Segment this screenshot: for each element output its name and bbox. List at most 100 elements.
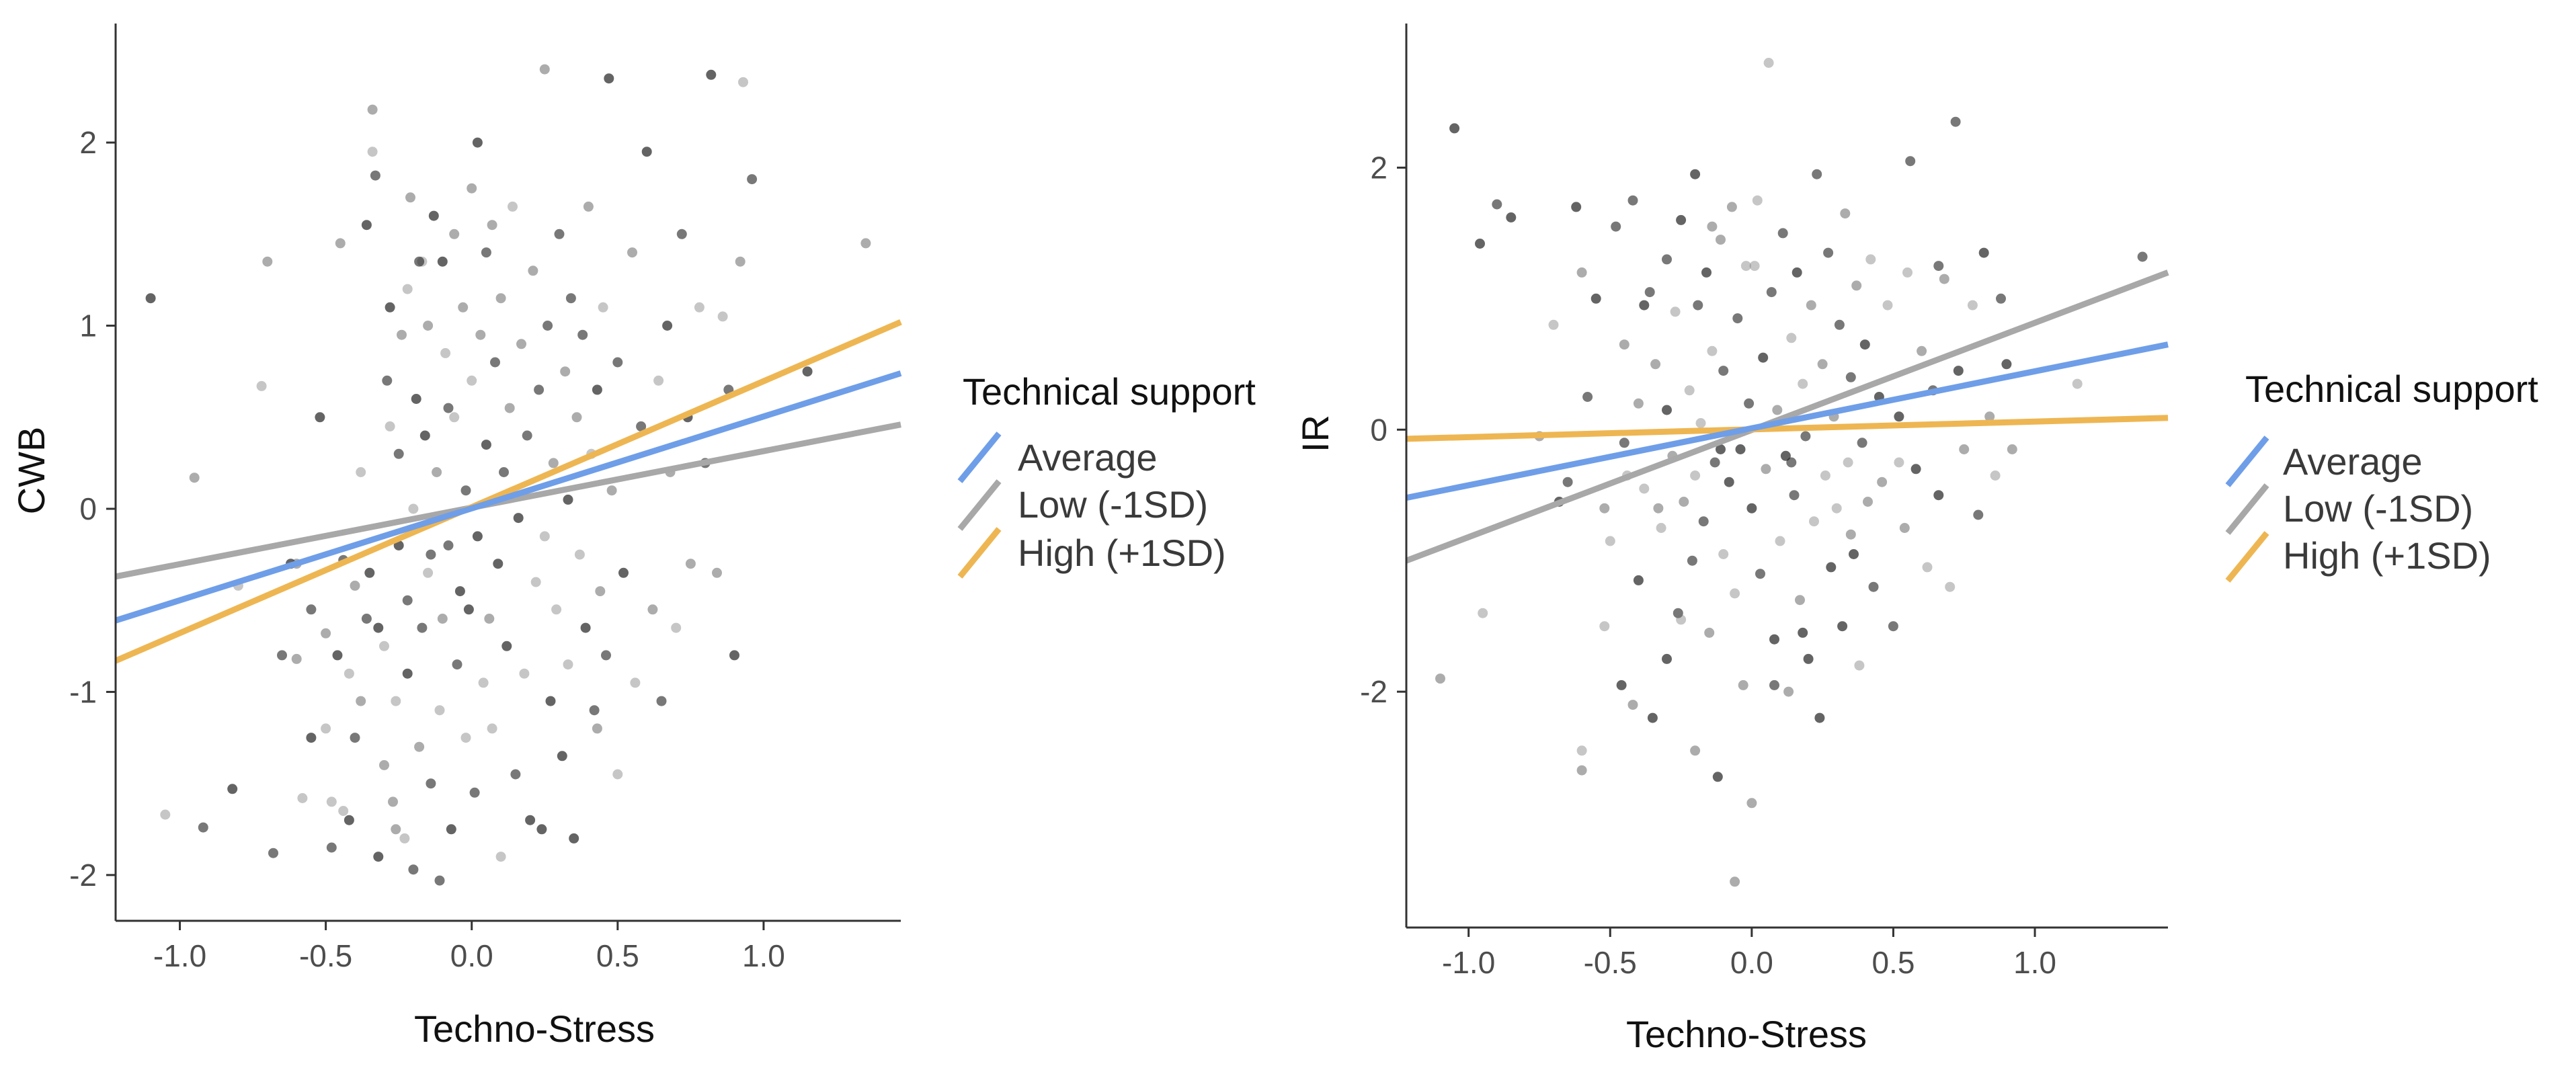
ir-data-point [1562,477,1573,487]
cwb-data-point [554,229,565,239]
cwb-data-point [467,183,477,194]
cwb-data-point [525,815,536,825]
ir-data-point [1834,319,1845,330]
ir-data-point [1798,378,1808,389]
ir-data-point [1775,536,1785,546]
ir-data-point [1746,798,1757,809]
ir-data-point [1752,195,1763,206]
cwb-data-point [411,394,421,404]
ir-data-point [1506,212,1517,222]
ir-data-point [1639,300,1650,311]
cwb-legend-label-high: High (+1SD) [1018,532,1226,574]
cwb-data-point [729,650,739,661]
cwb-data-point [160,809,171,820]
cwb-data-point [501,641,512,651]
ir-data-point [1627,195,1638,206]
ir-data-point [1990,470,2001,481]
cwb-data-point [571,412,582,423]
ir-data-point [1662,405,1672,415]
ir-data-point [1933,261,1944,272]
cwb-data-point [402,595,413,606]
cwb-data-point [712,567,722,578]
cwb-data-point [434,875,445,886]
ir-data-point [1877,477,1888,487]
ir-data-point [1792,267,1802,278]
cwb-data-point [522,430,532,441]
ir-data-point [1627,700,1638,710]
ir-data-point [1679,497,1689,507]
ir-data-point [2137,251,2148,262]
ir-data-point [1704,627,1715,638]
cwb-y-tick-label: -1 [69,674,97,709]
legend-key-average [957,432,1002,483]
cwb-data-point [350,580,360,591]
ir-data-point [1894,457,1904,468]
ir-data-point [1933,490,1944,501]
ir-panel: -1.0 -0.5 0.0 0.5 1.0 -2 0 2 Techno-Stress IR T… [1294,24,2538,1055]
cwb-data-point [563,494,573,505]
cwb-data-point [528,265,538,276]
cwb-data-point [467,375,477,386]
ir-data-point [1619,339,1629,350]
cwb-data-point [335,238,346,249]
cwb-data-point [612,357,623,368]
ir-data-point [1709,457,1720,468]
cwb-data-point [405,192,415,203]
cwb-data-point [460,485,471,496]
cwb-data-point [408,864,419,875]
ir-data-point [1749,261,1760,272]
ir-data-point [1435,673,1445,684]
cwb-data-point [268,848,278,858]
ir-data-point [1959,444,1970,454]
ir-x-tick-label: 0.5 [1871,945,1915,980]
ir-data-point [1616,680,1627,690]
ir-x-tick-label: 1.0 [2013,945,2056,980]
ir-data-point [1746,503,1757,514]
ir-data-point [1693,300,1703,311]
cwb-data-point [426,549,436,560]
cwb-x-tick-label: 0.0 [450,938,493,973]
ir-data-point [1690,470,1701,481]
ir-data-point [1894,411,1904,422]
ir-data-point [1795,595,1805,606]
ir-data-point [1857,438,1867,448]
ir-data-point [1772,405,1783,415]
cwb-data-point [495,852,506,862]
cwb-x-axis-title: Techno-Stress [414,1008,655,1050]
cwb-x-tick-label: -0.5 [299,938,352,973]
cwb-data-point [399,833,410,844]
ir-data-point [1633,575,1644,585]
ir-data-point [1863,497,1873,507]
cwb-x-tick-label: 0.5 [596,938,639,973]
cwb-data-point [802,366,813,377]
ir-data-point [1917,345,1927,356]
ir-legend-label-average: Average [2283,440,2423,483]
cwb-data-point [636,421,647,432]
cwb-data-point [860,238,871,249]
cwb-data-point [385,302,395,313]
cwb-data-point [475,329,486,340]
legend-key-high [957,527,1002,579]
ir-data-point [1730,876,1740,887]
cwb-data-point [472,137,483,148]
cwb-x-tick-label: -1.0 [153,938,206,973]
cwb-data-point [361,614,372,624]
cwb-data-point [414,256,425,267]
cwb-data-point [574,549,585,560]
ir-data-point [1967,300,1978,311]
ir-data-point [1865,254,1876,265]
cwb-data-point [379,759,389,770]
ir-data-point [1662,653,1672,664]
cwb-data-point [388,796,398,807]
ir-data-point [1809,516,1819,527]
cwb-data-point [510,769,521,780]
ir-data-point [1945,581,1956,592]
cwb-data-point [437,256,448,267]
ir-data-point [1922,562,1933,573]
ir-data-point [1817,359,1828,370]
legend-key-low [957,479,1002,531]
cwb-data-point [408,503,419,514]
ir-data-point [1769,680,1779,690]
cwb-data-point [560,366,571,377]
cwb-data-point [262,256,273,267]
